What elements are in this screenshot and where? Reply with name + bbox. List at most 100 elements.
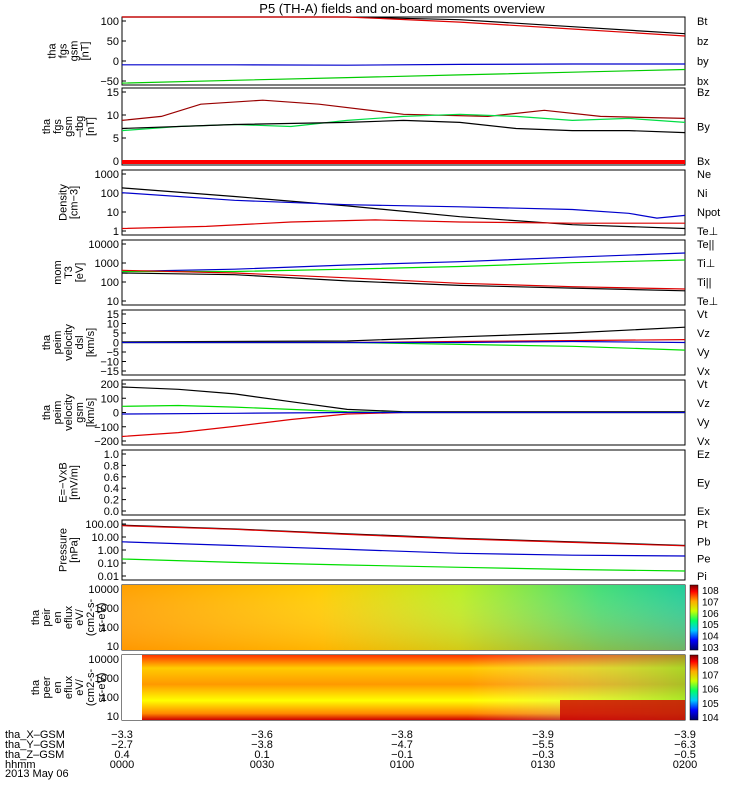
peir-colorbar-label: 104 [702,632,719,643]
peir-ylabel: en [52,611,64,623]
fgs-ylabel: [nT] [80,42,92,61]
orbit-value: 0100 [390,759,414,771]
peim_gsm-ylabel: peim [52,401,64,425]
peim_dsl-ylabel: dsl [74,335,86,349]
fgs_tbg-panel: 15 10 5 0 tha fgs gsm –tbg [nT] Bz By Bx [41,87,710,168]
peim_gsm-ytick: 200 [101,379,119,391]
efield-ytick: 0.0 [104,506,119,518]
peer-colorbar [689,654,699,721]
orbit-value: −3.3 [111,729,133,741]
fgs_tbg-ytick: 0 [113,156,119,168]
orbit-value: −3.9 [674,729,696,741]
peir-ylabel: eV/ [74,608,86,625]
fgs_tbg-ylabel: –tbg [74,116,86,137]
peim_dsl-legend: Vy [697,347,710,359]
efield-panel: 1.00.80.60.40.20.0 E=−VxB [mV/m] Ez Ey Ex [58,449,711,518]
peim_gsm-ytick: −100 [94,422,119,434]
peim_dsl-ylabel: peim [52,331,64,355]
pressure-ytick: 0.01 [98,571,119,583]
pressure-ytick: 0.10 [98,558,119,570]
fgs-series-by [121,68,686,84]
efield-legend: Ey [697,478,710,490]
pressure-legend: Pi [697,571,707,583]
temp-series-Ti⊥ [121,252,686,273]
temp-legend: Ti⊥ [697,258,715,270]
peer-colorbar-label: 106 [702,685,719,696]
orbit-value: −5.5 [532,739,554,751]
peim_dsl-ytick: 10 [107,319,119,331]
peim_dsl-series-Vt [121,326,686,343]
density-series-Ni [121,187,686,230]
fgs_tbg-ytick: 10 [107,110,119,122]
date-label: 2013 May 06 [5,768,69,780]
efield-ytick: 0.4 [104,483,119,495]
pressure-ytick: 100.00 [85,519,119,531]
peer-colorbar-label: 107 [702,670,719,681]
peim_dsl-ylabel: velocity [63,324,75,361]
efield-ylabel: E=−VxB [58,462,70,502]
peim_dsl-series-Vx [122,340,686,344]
temp-legend: Te|| [697,239,714,251]
peim_gsm-series-Vx [121,411,685,415]
peim_dsl-ytick: −15 [100,366,119,378]
peim_gsm-ytick: −200 [94,436,119,448]
density-series-Te⊥ [121,219,685,230]
fgs-ylabel: tha [47,42,59,58]
pressure-ylabel: Pressure [58,528,70,572]
peir-ylabel: sr-eV) [96,603,108,633]
fgs-ytick: 50 [107,36,119,48]
peer-ytick: 1000 [95,673,119,685]
peer-ylabel: en [52,681,64,693]
peim_dsl-series-Vy [122,341,686,351]
peer-colorbar-label: 104 [702,713,719,724]
fgs-legend: by [697,56,709,68]
orbit-row-label: hhmm [5,759,36,771]
orbit-value: −3.8 [391,729,413,741]
peer-colorbar-label: 108 [702,656,719,667]
peim_dsl-legend: Vt [697,309,707,321]
temp-series-Ti|| [122,259,686,273]
fgs_tbg-series-Bx [121,119,686,134]
fgs-ylabel: gsm [69,41,81,62]
density-legend: Npot [697,207,720,219]
temp-frame [121,239,686,306]
fgs-legend: bx [697,76,709,88]
fgs_tbg-legend: Bz [697,87,710,99]
fgs-series-bx [122,63,685,66]
efield-ytick: 0.6 [104,472,119,484]
peir-ytick: 10 [107,641,119,653]
peim_gsm-panel: 200 100 0 −100 −200 tha peim velocity gsm [km/s] V… [41,379,710,448]
peim_gsm-series-Vt [121,386,685,413]
temp-ytick: 10 [107,296,119,308]
orbit-value: 0.4 [114,749,129,761]
efield-ytick: 0.2 [104,495,119,507]
peer-ylabel: eV/ [74,678,86,695]
temp-ylabel: T3 [63,266,75,279]
temp-ylabel: [eV] [74,263,86,283]
peir-heatmap [122,585,685,650]
peim_gsm-ylabel: [km/s] [85,398,97,427]
density-ylabel: [cm−3] [69,186,81,219]
peir-colorbar [689,584,699,651]
orbit-row-label: tha_Z–GSM [5,749,64,761]
peim_dsl-ylabel: [km/s] [85,328,97,357]
temp-ytick: 10000 [88,239,119,251]
peir-ylabel: tha [30,609,42,625]
peer-ylabel: eflux [63,675,75,699]
peer-ytick: 10 [107,711,119,723]
peir-ylabel: eflux [63,605,75,629]
fgs-ytick: 0 [113,56,119,68]
orbit-value: −0.5 [674,749,696,761]
orbit-value: −2.7 [111,739,133,751]
peer-colorbar-label: 105 [702,699,719,710]
peim_dsl-legend: Vz [697,328,710,340]
fgs_tbg-ylabel: [nT] [85,117,97,136]
orbit-value: −0.1 [391,749,413,761]
peim_gsm-ylabel: gsm [74,402,86,423]
fgs_tbg-ytick: 5 [113,133,119,145]
peir-ytick: 100 [101,622,119,634]
orbit-value: 0000 [110,759,134,771]
